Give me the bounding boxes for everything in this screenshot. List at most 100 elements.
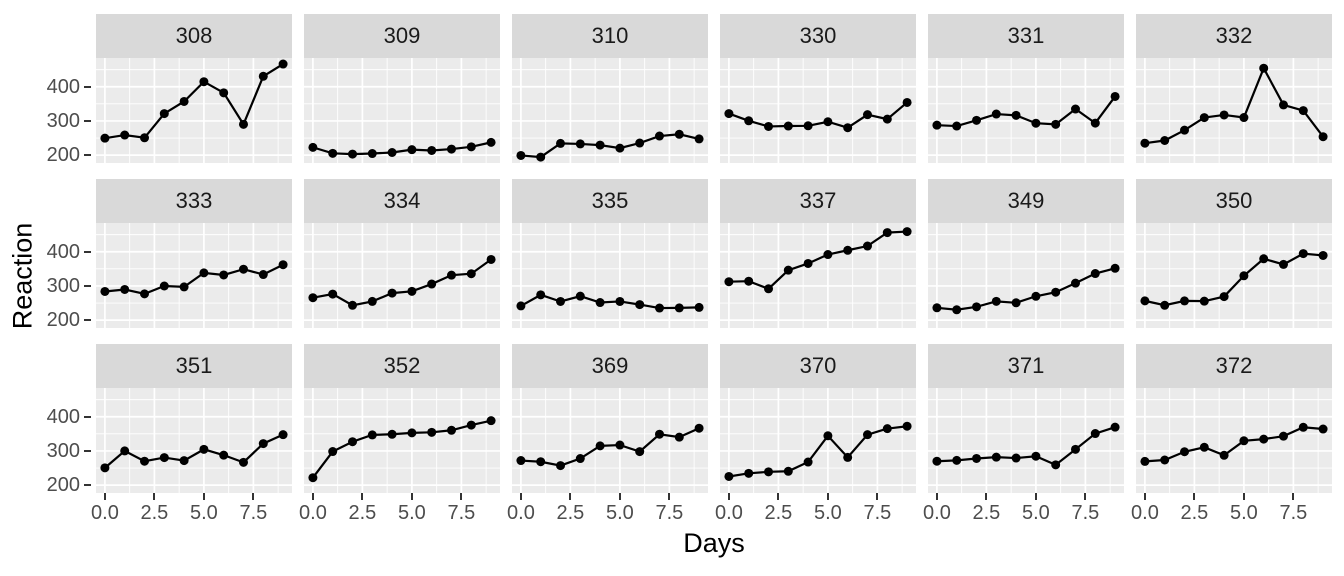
data-point: [159, 453, 169, 463]
facet-strip: 349: [928, 179, 1124, 223]
x-tick-label: 5.0: [1229, 502, 1258, 524]
facet-strip: 332: [1136, 14, 1332, 58]
data-point: [764, 467, 774, 477]
data-point: [862, 241, 872, 251]
x-tick-mark: [361, 493, 364, 500]
data-point: [783, 121, 793, 131]
y-tick-label: 400: [46, 75, 80, 98]
data-point: [466, 269, 476, 279]
data-point: [1180, 296, 1190, 306]
data-point: [1278, 259, 1288, 269]
x-tick-label: 5.0: [605, 502, 634, 524]
data-point: [843, 452, 853, 462]
facet-panel: [720, 58, 916, 163]
series-line: [312, 141, 492, 156]
y-tick-mark: [84, 415, 91, 418]
grid-minor: [512, 388, 708, 493]
facet-strip: 372: [1136, 344, 1332, 388]
x-tick-mark: [826, 493, 829, 500]
x-axis-col-1: 0.0 2.5 5.0 7.5: [299, 493, 500, 533]
grid-major: [928, 223, 1124, 328]
data-point: [1259, 434, 1269, 444]
data-point: [803, 457, 813, 467]
data-point: [1140, 138, 1150, 148]
x-axis-col-0: 0.0 2.5 5.0 7.5: [91, 493, 292, 533]
data-point: [179, 96, 189, 106]
data-point: [862, 430, 872, 440]
data-point: [1278, 100, 1288, 110]
grid-major: [96, 223, 292, 328]
data-point: [803, 258, 813, 268]
facet-panel: [512, 223, 708, 328]
data-point: [387, 148, 397, 157]
data-point: [615, 296, 625, 306]
data-point: [972, 302, 982, 312]
facet-strip: 337: [720, 179, 916, 223]
x-tick-label: 0.0: [1131, 502, 1159, 524]
data-point: [328, 148, 338, 158]
data-point: [219, 88, 229, 98]
facet-panel: [720, 388, 916, 493]
series-line: [520, 293, 700, 310]
data-point: [1090, 269, 1100, 279]
data-point: [486, 254, 496, 264]
facet-331: 331: [928, 14, 1124, 163]
grid-major: [928, 58, 1124, 163]
facet-row-2: 351 352 369 370 371 372: [96, 344, 1332, 493]
data-point: [179, 456, 189, 466]
facet-372: 372: [1136, 344, 1332, 493]
grid-minor: [928, 388, 1124, 493]
data-point: [100, 463, 110, 473]
grid-minor: [928, 58, 1124, 163]
data-point: [1199, 296, 1209, 306]
x-tick-mark: [1242, 493, 1245, 500]
facet-strip: 334: [304, 179, 500, 223]
data-point: [427, 279, 437, 289]
data-point: [367, 296, 377, 306]
facet-350: 350: [1136, 179, 1332, 328]
grid-major: [304, 388, 500, 493]
grid-minor: [1136, 223, 1332, 328]
y-tick-mark: [84, 319, 91, 322]
x-tick-mark: [985, 493, 988, 500]
facet-strip: 352: [304, 344, 500, 388]
data-point: [238, 119, 248, 129]
data-point: [803, 121, 813, 131]
data-point: [972, 115, 982, 125]
data-point: [308, 293, 318, 303]
x-tick-mark: [519, 493, 522, 500]
grid-major: [1136, 223, 1332, 328]
facet-strip: 370: [720, 344, 916, 388]
facet-369: 369: [512, 344, 708, 493]
data-point: [952, 121, 962, 131]
data-point: [744, 116, 754, 126]
series-line: [1144, 65, 1324, 145]
data-point: [427, 427, 437, 437]
data-point: [1070, 104, 1080, 114]
data-point: [595, 298, 605, 308]
facet-371: 371: [928, 344, 1124, 493]
data-point: [120, 446, 130, 456]
x-tick-label: 0.0: [715, 502, 743, 524]
data-point: [308, 142, 318, 152]
x-tick-mark: [1292, 493, 1295, 500]
grid-major: [720, 58, 916, 163]
facet-panel: [304, 388, 500, 493]
x-tick-mark: [777, 493, 780, 500]
data-point: [1259, 254, 1269, 264]
facet-row-0: 308 309 310 330 331 332: [96, 14, 1332, 163]
y-tick-label: 400: [46, 405, 80, 428]
facet-rows: 308 309 310 330 331 332 333 334 335 337 349 350 351 3…: [96, 14, 1332, 493]
data-point: [1318, 250, 1328, 260]
data-point: [238, 264, 248, 274]
y-tick-mark: [84, 284, 91, 288]
facet-panel: [928, 223, 1124, 328]
data-point: [1140, 296, 1150, 306]
x-tick-label: 7.5: [1279, 502, 1308, 524]
facet-308: 308: [96, 14, 292, 163]
facet-panel: [1136, 58, 1332, 163]
x-tick-mark: [935, 493, 938, 500]
data-point: [952, 455, 962, 465]
data-point: [674, 303, 684, 313]
data-point: [219, 270, 229, 280]
